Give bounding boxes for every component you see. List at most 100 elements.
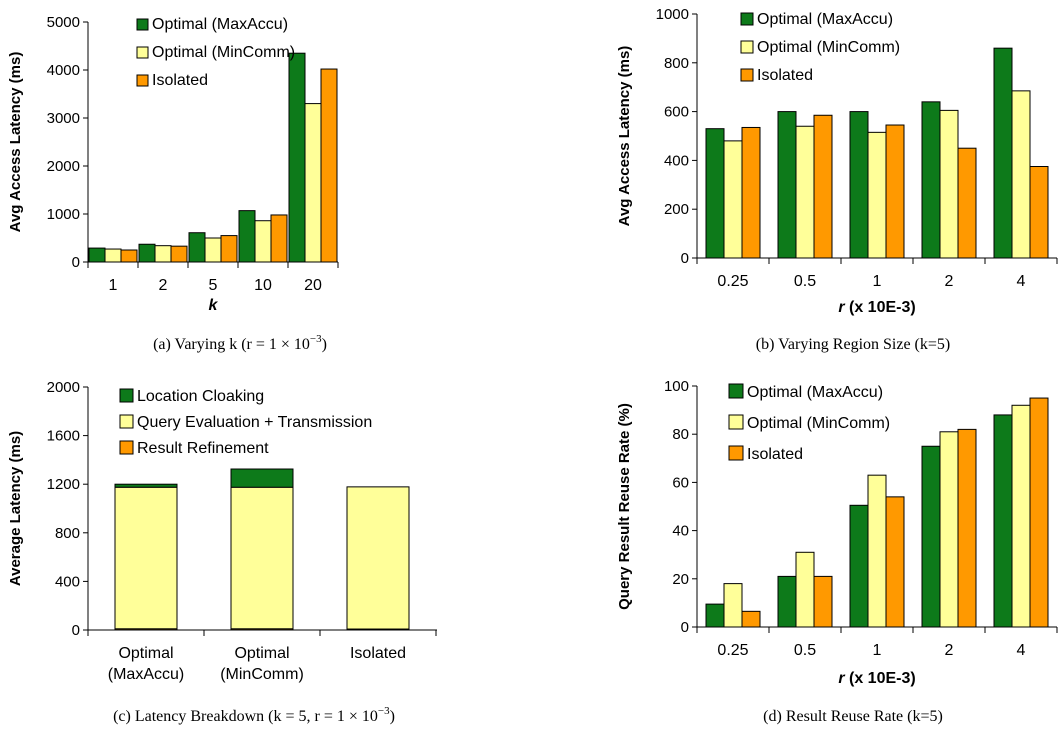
x-tick-label: 4 <box>1017 273 1026 290</box>
x-tick-label: 1 <box>873 273 882 290</box>
legend-label: Isolated <box>152 72 208 89</box>
bar <box>921 445 941 628</box>
legend-label: Optimal (MinComm) <box>747 415 890 432</box>
bar <box>705 128 725 259</box>
x-tick-label: 2 <box>945 642 954 659</box>
y-tick-label: 0 <box>72 622 80 639</box>
bar <box>170 245 188 263</box>
legend-swatch <box>119 388 134 403</box>
y-tick-label: 20 <box>672 571 689 588</box>
legend-label: Isolated <box>757 67 813 84</box>
y-tick-label: 400 <box>55 573 80 590</box>
legend-swatch <box>136 74 149 87</box>
x-tick-label: 2 <box>945 273 954 290</box>
legend-swatch <box>740 40 754 54</box>
bar-segment <box>230 486 294 630</box>
legend-swatch <box>119 414 134 429</box>
x-tick-label: 1 <box>873 642 882 659</box>
bar <box>1011 90 1031 259</box>
y-axis-label: Average Latency (ms) <box>7 431 24 586</box>
y-tick-label: 0 <box>681 619 689 636</box>
bar <box>723 140 743 259</box>
x-tick-label: 2 <box>159 277 168 294</box>
x-tick-label: 20 <box>304 277 322 294</box>
bar <box>885 496 905 628</box>
y-axis-label: Avg Access Latency (ms) <box>616 46 633 227</box>
bar <box>238 210 256 263</box>
y-tick-label: 4000 <box>47 62 80 79</box>
bar <box>320 68 338 263</box>
chart-result-reuse-rate: 0 20 40 60 80 100 Query Result Reuse Rate (%) 0… <box>616 378 1058 687</box>
bar-segment <box>230 468 294 488</box>
legend-label: Location Cloaking <box>137 388 264 405</box>
legend-label: Optimal (MinComm) <box>757 39 900 56</box>
legend-swatch <box>728 414 744 430</box>
bar <box>88 247 106 263</box>
y-tick-label: 3000 <box>47 110 80 127</box>
bar <box>1029 166 1049 259</box>
x-tick-label: 10 <box>254 277 272 294</box>
y-tick-label: 5000 <box>47 14 80 31</box>
caption-b: (b) Varying Region Size (k=5) <box>756 336 950 353</box>
bar <box>939 109 959 259</box>
x-axis-label: k <box>209 297 219 314</box>
y-tick-label: 200 <box>664 201 689 218</box>
y-tick-label: 100 <box>664 378 689 395</box>
bar <box>120 249 138 263</box>
bar <box>885 124 905 259</box>
x-tick-label: 0.5 <box>794 642 816 659</box>
legend-swatch <box>136 18 149 31</box>
bar <box>813 575 833 628</box>
legend-swatch <box>119 440 134 455</box>
x-axis-label: r (x 10E-3) <box>838 670 915 687</box>
bar <box>1029 397 1049 628</box>
legend-swatch <box>740 68 754 82</box>
y-tick-label: 40 <box>672 523 689 540</box>
y-tick-label: 0 <box>72 254 80 271</box>
bar <box>939 431 959 628</box>
x-tick-label: Optimal <box>234 645 289 662</box>
chart-latency-breakdown: 0 400 800 1200 1600 2000 Average Latency (ms) O… <box>7 379 437 683</box>
bar-segment <box>114 486 178 630</box>
legend-label: Optimal (MaxAccu) <box>152 16 288 33</box>
chart-varying-region-size: 0 200 400 600 800 1000 Avg Access Latency (ms)… <box>616 6 1058 316</box>
bar <box>993 414 1013 628</box>
bar <box>921 101 941 259</box>
bar <box>957 428 977 628</box>
y-tick-label: 1200 <box>47 476 80 493</box>
y-tick-label: 80 <box>672 426 689 443</box>
x-tick-label: 0.25 <box>717 273 748 290</box>
x-tick-label: (MinComm) <box>220 666 304 683</box>
y-tick-label: 1600 <box>47 428 80 445</box>
y-tick-label: 1000 <box>47 206 80 223</box>
bar <box>741 126 761 259</box>
chart-varying-k: 0 1000 2000 3000 4000 5000 Avg Access Latency … <box>7 14 339 314</box>
caption-a: (a) Varying k (r = 1 × 10−3) <box>153 333 327 353</box>
x-tick-label: 4 <box>1017 642 1026 659</box>
bar <box>188 232 206 263</box>
bar <box>154 245 172 263</box>
caption-c: (c) Latency Breakdown (k = 5, r = 1 × 10… <box>113 705 395 725</box>
y-tick-label: 60 <box>672 474 689 491</box>
y-tick-label: 0 <box>681 250 689 267</box>
bar <box>270 214 288 263</box>
x-tick-label: 0.25 <box>717 642 748 659</box>
bar <box>777 111 797 259</box>
x-tick-label: 5 <box>209 277 218 294</box>
y-tick-label: 400 <box>664 152 689 169</box>
x-tick-label: Isolated <box>350 645 406 662</box>
x-tick-label: 1 <box>109 277 118 294</box>
bar <box>993 47 1013 259</box>
bar <box>304 103 322 263</box>
bar <box>288 52 306 263</box>
bar-segment <box>114 483 178 488</box>
legend-label: Result Refinement <box>137 440 269 457</box>
x-tick-label: (MaxAccu) <box>108 666 184 683</box>
x-axis-label: r (x 10E-3) <box>838 299 915 316</box>
legend-swatch <box>136 46 149 59</box>
y-axis-label: Query Result Reuse Rate (%) <box>616 403 633 610</box>
caption-d: (d) Result Reuse Rate (k=5) <box>763 708 943 725</box>
y-tick-label: 800 <box>664 55 689 72</box>
legend-swatch <box>740 12 754 26</box>
